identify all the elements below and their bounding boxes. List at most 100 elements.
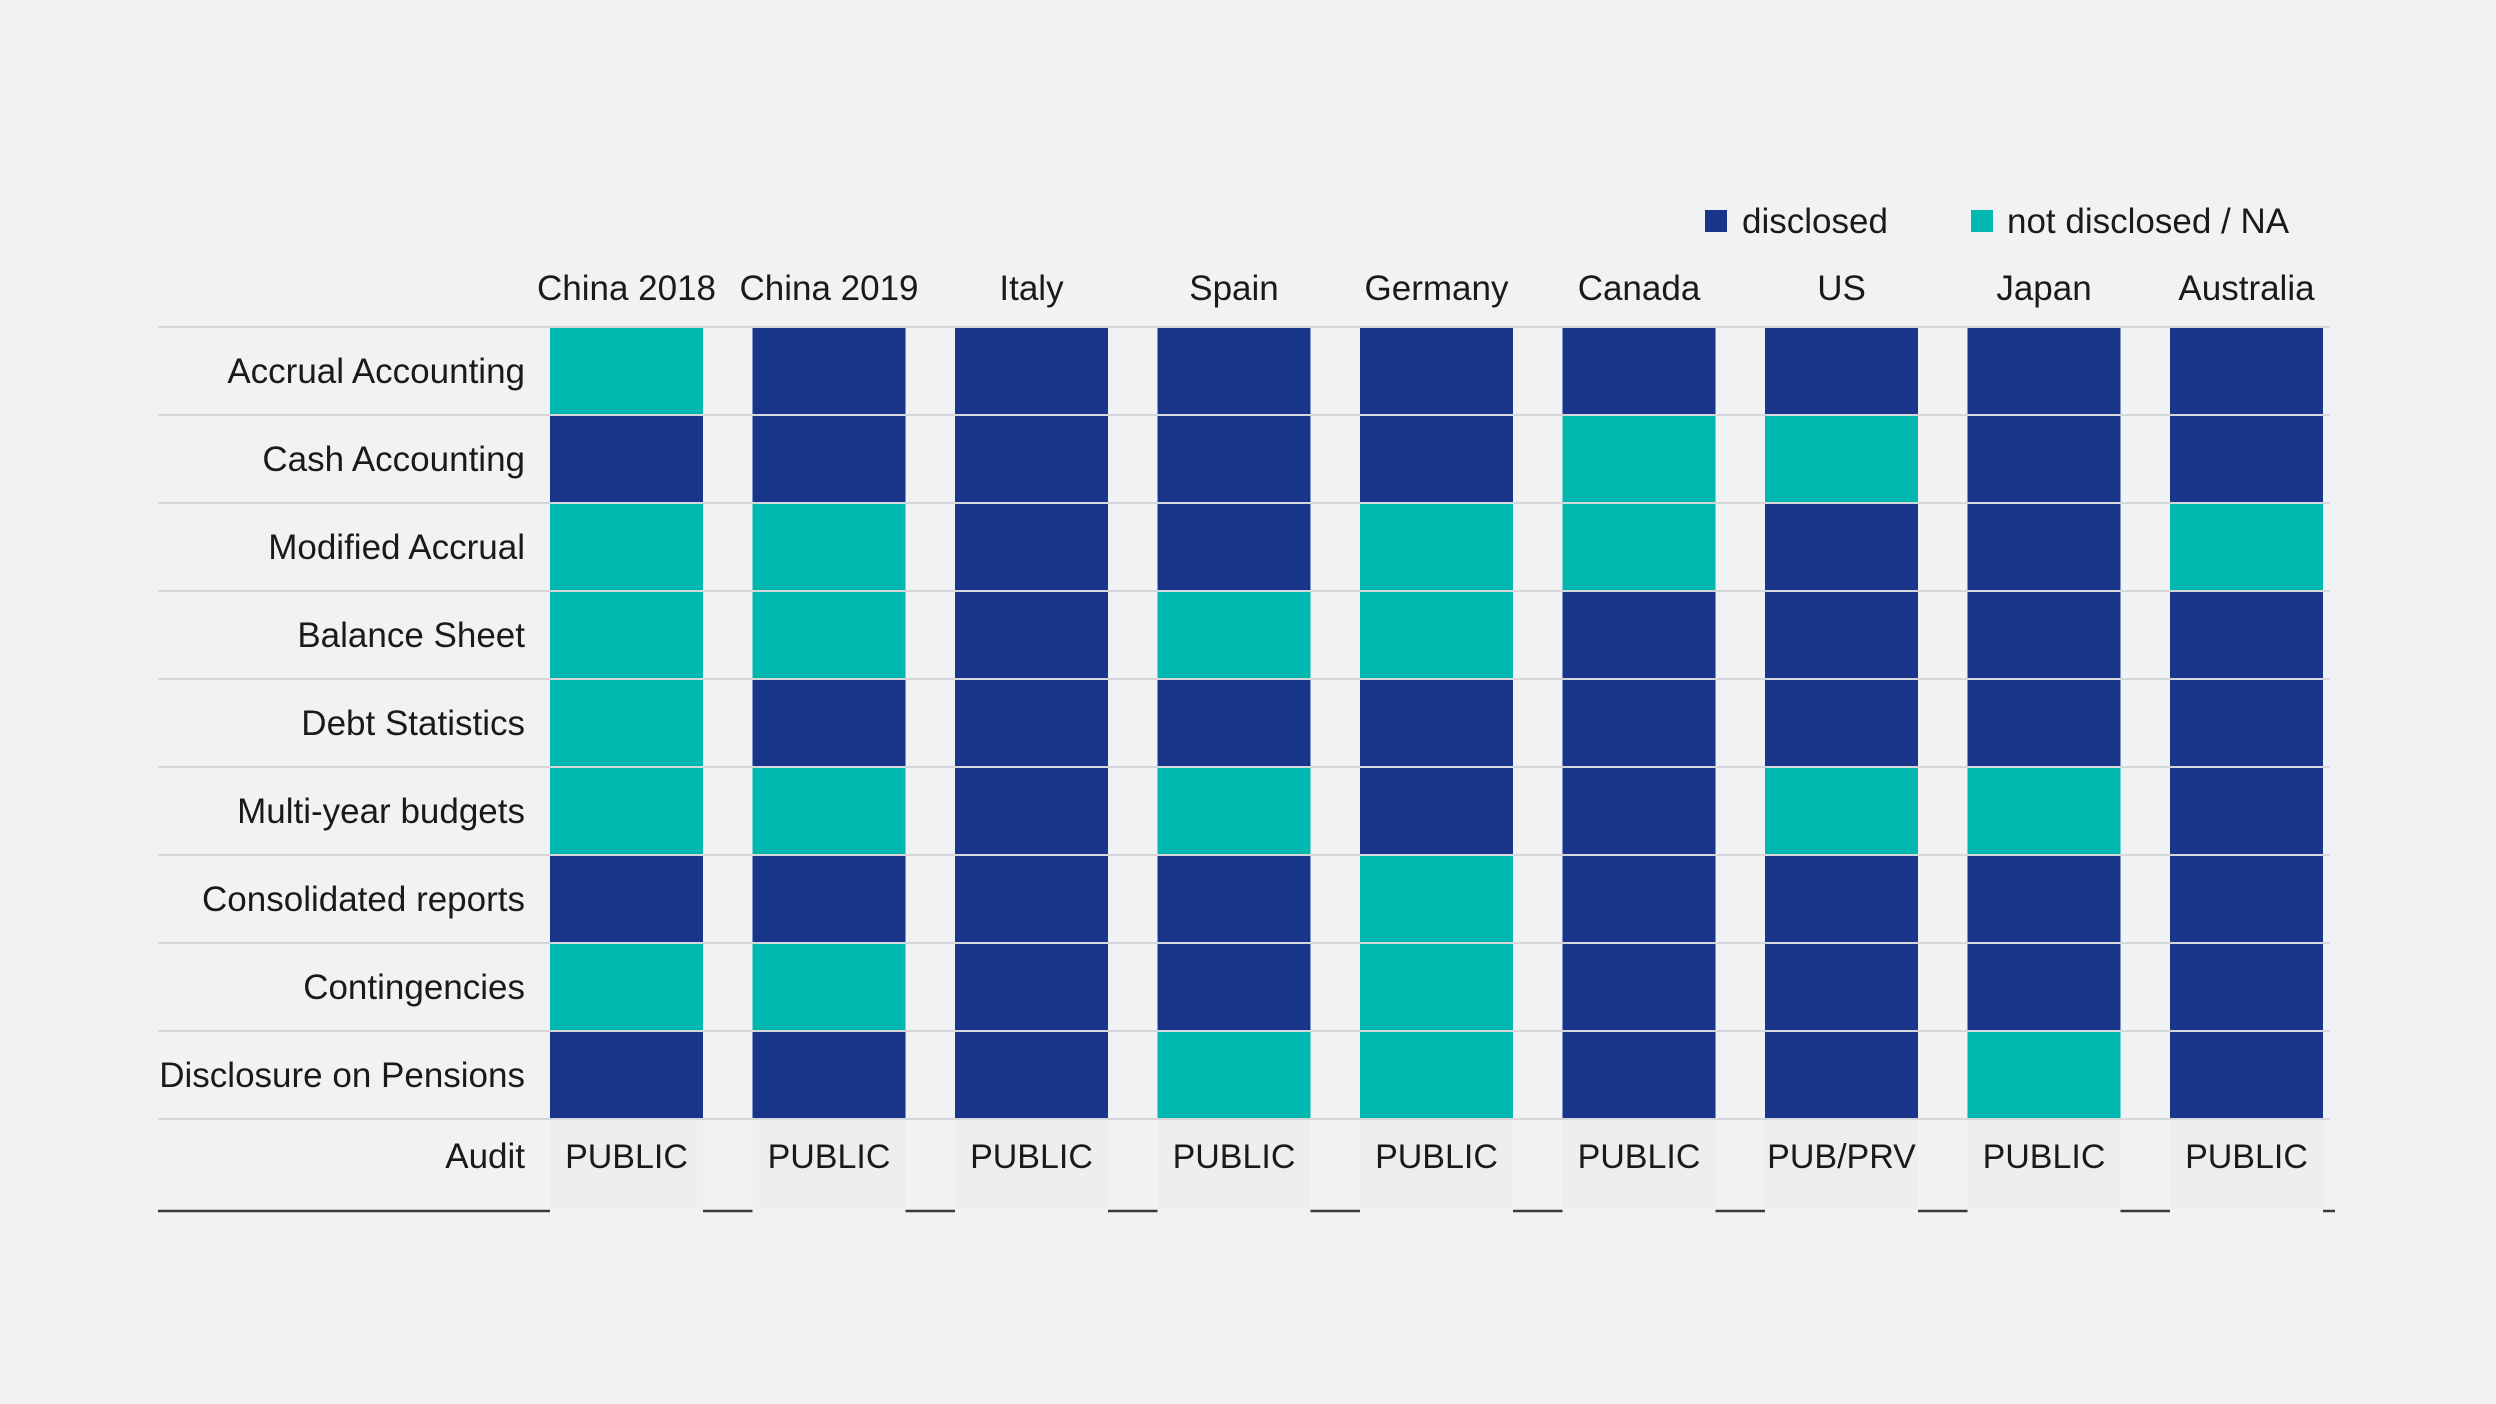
heatmap-cell [955, 592, 1108, 678]
heatmap-cell [752, 944, 906, 1030]
row-label: Balance Sheet [297, 616, 525, 655]
heatmap-cell [1562, 1032, 1716, 1118]
audit-cell [1765, 1120, 1918, 1209]
audit-cell [1157, 1120, 1311, 1209]
audit-value: PUBLIC [1983, 1138, 2106, 1176]
audit-row: PUBLIC PUBLIC PUBLIC PUBLIC PUBLIC PUBLIC PUB/… [158, 1120, 2335, 1213]
audit-value: PUBLIC [1578, 1138, 1701, 1176]
audit-value: PUBLIC [565, 1138, 688, 1176]
heatmap-cell [1360, 1032, 1513, 1118]
audit-value: PUBLIC [1375, 1138, 1498, 1176]
column-header: Spain [1189, 269, 1279, 308]
legend-label-not_disclosed: not disclosed / NA [2007, 202, 2290, 241]
heatmap-cell [1157, 680, 1311, 766]
audit-value: PUB/PRV [1767, 1138, 1916, 1176]
audit-value: PUBLIC [1173, 1138, 1296, 1176]
heatmap-cell [550, 416, 703, 502]
heatmap-cell [2170, 680, 2323, 766]
heatmap-cell [955, 944, 1108, 1030]
heatmap-cell [1765, 1032, 1918, 1118]
heatmap-cell [752, 504, 906, 590]
heatmap-cell [1360, 680, 1513, 766]
legend-swatch-not_disclosed [1971, 210, 1993, 232]
column-header: China 2018 [537, 269, 716, 308]
row-label: Consolidated reports [202, 880, 525, 919]
heatmap-cell [1967, 768, 2121, 854]
heatmap-cell [955, 416, 1108, 502]
heatmap-cell [752, 856, 906, 942]
audit-value: PUBLIC [768, 1138, 891, 1176]
heatmap-cell [1967, 856, 2121, 942]
audit-cell [1562, 1120, 1716, 1209]
legend-label-disclosed: disclosed [1742, 202, 1888, 241]
row-labels: Accrual Accounting Cash Accounting Modifie… [159, 352, 525, 1095]
heatmap-cell [1562, 680, 1716, 766]
audit-value: PUBLIC [970, 1138, 1093, 1176]
heatmap-cell [1157, 328, 1311, 414]
heatmap-cell [1157, 504, 1311, 590]
heatmap-cell [1360, 856, 1513, 942]
heatmap-cell [1765, 416, 1918, 502]
heatmap-cell [550, 856, 703, 942]
heatmap-cell [1967, 1032, 2121, 1118]
audit-cell [1967, 1120, 2121, 1209]
heatmap-cell [550, 680, 703, 766]
row-label: Contingencies [303, 968, 525, 1007]
row-label: Accrual Accounting [227, 352, 525, 391]
heatmap-cell [1157, 1032, 1311, 1118]
heatmap-cell [550, 328, 703, 414]
heatmap-cell [752, 328, 906, 414]
heatmap-cell [955, 680, 1108, 766]
heatmap-cell [1967, 504, 2121, 590]
heatmap-cell [955, 504, 1108, 590]
heatmap-cell [2170, 328, 2323, 414]
heatmap-cell [752, 1032, 906, 1118]
heatmap-cell [752, 680, 906, 766]
heatmap-cell [1157, 856, 1311, 942]
audit-value: PUBLIC [2185, 1138, 2308, 1176]
heatmap-cell [955, 1032, 1108, 1118]
heatmap-cell [752, 768, 906, 854]
row-label: Debt Statistics [301, 704, 525, 743]
heatmap-cell [1157, 416, 1311, 502]
column-header: Australia [2178, 269, 2315, 308]
row-label: Multi-year budgets [237, 792, 525, 831]
heatmap-cell [1765, 680, 1918, 766]
heatmap-cell [1967, 944, 2121, 1030]
heatmap-cell [2170, 592, 2323, 678]
row-label: Cash Accounting [262, 440, 525, 479]
heatmap-cell [1967, 680, 2121, 766]
heatmap-cell [1562, 944, 1716, 1030]
heatmap-cell [550, 592, 703, 678]
heatmap-cell [1562, 592, 1716, 678]
heatmap-cell [550, 768, 703, 854]
heatmap-cell [1967, 592, 2121, 678]
heatmap-cell [1562, 504, 1716, 590]
heatmap-cell [550, 504, 703, 590]
column-headers: China 2018 China 2019 Italy Spain Germany Can… [537, 269, 2315, 308]
heatmap-cell [1360, 768, 1513, 854]
heatmap-cell [955, 768, 1108, 854]
audit-label: Audit [445, 1137, 525, 1176]
heatmap-cell [1967, 328, 2121, 414]
heatmap-cell [1360, 416, 1513, 502]
heatmap-cells [550, 328, 2323, 1118]
heatmap-cell [1967, 416, 2121, 502]
row-rules [158, 326, 2330, 1120]
audit-cell [955, 1120, 1108, 1209]
heatmap-cell [1157, 592, 1311, 678]
audit-cell [2170, 1120, 2323, 1209]
heatmap-cell [955, 328, 1108, 414]
heatmap-cell [1360, 504, 1513, 590]
heatmap-cell [2170, 504, 2323, 590]
heatmap-cell [1360, 592, 1513, 678]
heatmap-cell [1765, 768, 1918, 854]
heatmap-cell [1562, 856, 1716, 942]
heatmap-cell [1157, 944, 1311, 1030]
heatmap-cell [1765, 328, 1918, 414]
heatmap-cell [752, 592, 906, 678]
legend: disclosed not disclosed / NA [1705, 202, 2290, 241]
heatmap-cell [1765, 944, 1918, 1030]
column-header: Germany [1365, 269, 1509, 308]
heatmap-cell [2170, 944, 2323, 1030]
